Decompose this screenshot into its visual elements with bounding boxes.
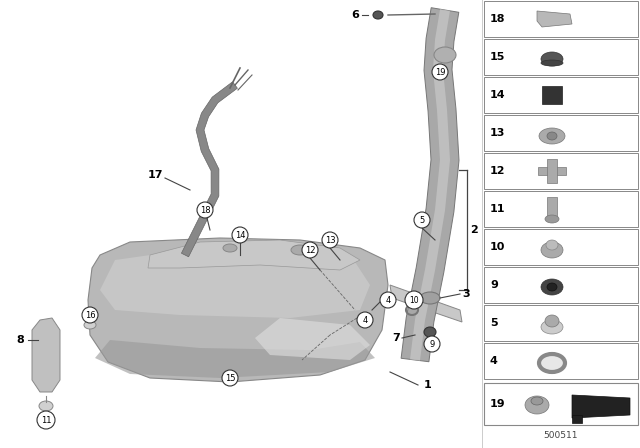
Text: 17: 17 <box>147 170 163 180</box>
Polygon shape <box>390 285 462 322</box>
Text: 5: 5 <box>419 215 424 224</box>
Bar <box>542 86 562 104</box>
Circle shape <box>322 232 338 248</box>
Ellipse shape <box>545 215 559 223</box>
Text: 16: 16 <box>84 310 95 319</box>
Text: 8: 8 <box>16 335 24 345</box>
Circle shape <box>37 411 55 429</box>
Ellipse shape <box>525 396 549 414</box>
Ellipse shape <box>373 11 383 19</box>
Circle shape <box>197 202 213 218</box>
Polygon shape <box>88 238 388 382</box>
Polygon shape <box>100 248 370 318</box>
Ellipse shape <box>541 60 563 66</box>
Ellipse shape <box>84 321 96 329</box>
Circle shape <box>380 292 396 308</box>
Bar <box>484 39 638 75</box>
Ellipse shape <box>539 354 565 372</box>
Circle shape <box>357 312 373 328</box>
Text: 2: 2 <box>470 225 478 235</box>
Bar <box>484 153 638 189</box>
Text: 12: 12 <box>490 166 506 176</box>
Ellipse shape <box>541 320 563 334</box>
Bar <box>484 191 638 227</box>
Text: 5: 5 <box>490 318 498 328</box>
Bar <box>484 383 638 425</box>
Ellipse shape <box>541 52 563 66</box>
Bar <box>484 229 638 265</box>
Text: 9: 9 <box>490 280 498 290</box>
Text: 1: 1 <box>424 380 432 390</box>
Text: 11: 11 <box>490 204 506 214</box>
Bar <box>484 115 638 151</box>
Text: 3: 3 <box>462 289 470 299</box>
Polygon shape <box>410 9 450 361</box>
Text: 6: 6 <box>351 10 359 20</box>
Circle shape <box>82 307 98 323</box>
Bar <box>547 197 557 217</box>
Text: 500511: 500511 <box>544 431 579 439</box>
Bar <box>484 305 638 341</box>
Ellipse shape <box>546 240 558 250</box>
Polygon shape <box>255 318 370 360</box>
Circle shape <box>232 227 248 243</box>
Bar <box>484 1 638 37</box>
Circle shape <box>222 370 238 386</box>
Bar <box>538 167 566 175</box>
Text: 10: 10 <box>409 296 419 305</box>
Text: 18: 18 <box>490 14 506 24</box>
Bar <box>484 343 638 379</box>
Text: 4: 4 <box>490 356 498 366</box>
Circle shape <box>302 242 318 258</box>
Ellipse shape <box>424 327 436 337</box>
Ellipse shape <box>223 244 237 252</box>
Text: 4: 4 <box>385 296 390 305</box>
Polygon shape <box>537 11 572 27</box>
Bar <box>0 0 482 448</box>
Circle shape <box>424 336 440 352</box>
Text: 13: 13 <box>324 236 335 245</box>
Ellipse shape <box>545 315 559 327</box>
Ellipse shape <box>547 283 557 291</box>
Text: 9: 9 <box>429 340 435 349</box>
Circle shape <box>405 291 423 309</box>
Ellipse shape <box>547 132 557 140</box>
Text: 13: 13 <box>490 128 506 138</box>
Text: 14: 14 <box>490 90 506 100</box>
Ellipse shape <box>420 292 440 304</box>
Text: 7: 7 <box>392 333 400 343</box>
Polygon shape <box>572 395 630 418</box>
Polygon shape <box>95 340 375 378</box>
Ellipse shape <box>539 128 565 144</box>
Polygon shape <box>148 240 360 270</box>
Bar <box>547 159 557 183</box>
Ellipse shape <box>291 245 309 255</box>
Text: 19: 19 <box>490 399 506 409</box>
Ellipse shape <box>531 397 543 405</box>
Ellipse shape <box>434 47 456 63</box>
Text: 11: 11 <box>41 415 51 425</box>
Bar <box>484 77 638 113</box>
Text: 19: 19 <box>435 68 445 77</box>
Polygon shape <box>572 415 582 423</box>
Polygon shape <box>401 8 459 362</box>
Polygon shape <box>32 318 60 392</box>
Text: 18: 18 <box>200 206 211 215</box>
Circle shape <box>432 64 448 80</box>
Ellipse shape <box>39 401 53 411</box>
Text: 15: 15 <box>490 52 506 62</box>
Text: 4: 4 <box>362 315 367 324</box>
Text: 12: 12 <box>305 246 316 254</box>
Ellipse shape <box>541 279 563 295</box>
Polygon shape <box>181 82 237 257</box>
Text: 14: 14 <box>235 231 245 240</box>
Ellipse shape <box>541 242 563 258</box>
Circle shape <box>414 212 430 228</box>
Bar <box>484 267 638 303</box>
Text: 10: 10 <box>490 242 506 252</box>
Text: 15: 15 <box>225 374 236 383</box>
